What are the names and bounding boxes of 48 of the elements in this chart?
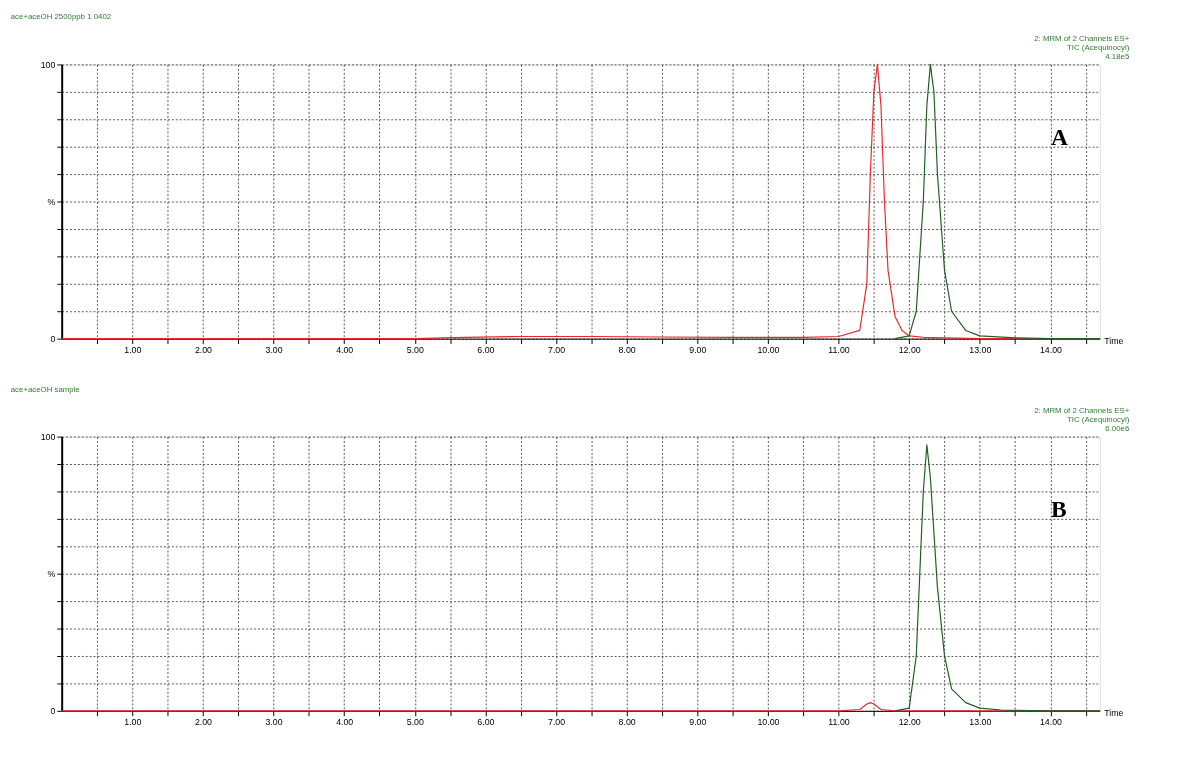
y-tick-label: 100 [40, 59, 56, 70]
line-series [894, 63, 1101, 340]
text: 2: MRM of 2 Channels ES+ [1034, 406, 1130, 416]
text: TIC (Acequinocyl) [1067, 414, 1130, 424]
x-tick-label: 10.00 [757, 717, 780, 728]
x-tick-label: 1.00 [124, 717, 142, 728]
x-tick-label: 13.00 [969, 344, 992, 355]
x-tick-label: 10.00 [757, 344, 780, 355]
x-tick-label: 9.00 [689, 344, 707, 355]
line-series [894, 444, 1101, 712]
y-tick-label: % [47, 569, 56, 580]
x-tick-label: 1.00 [124, 344, 142, 355]
x-axis-title: Time [1104, 708, 1124, 719]
x-tick-label: 9.00 [689, 717, 707, 728]
annotation: B [1050, 496, 1067, 523]
x-tick-label: 3.00 [265, 344, 283, 355]
x-tick-label: 14.00 [1039, 717, 1063, 728]
x-tick-label: 3.00 [265, 717, 283, 728]
text: 4.18e5 [1105, 51, 1130, 61]
x-tick-label: 6.00 [477, 717, 495, 728]
y-tick-label: 100 [40, 432, 56, 443]
x-tick-label: 4.00 [336, 717, 354, 728]
x-tick-label: 5.00 [406, 344, 424, 355]
y-tick-label: 0 [50, 334, 56, 345]
x-tick-label: 11.00 [828, 344, 850, 355]
text: 2: MRM of 2 Channels ES+ [1034, 33, 1130, 43]
x-tick-label: 11.00 [828, 717, 850, 728]
x-tick-label: 4.00 [336, 344, 354, 355]
x-tick-label: 7.00 [548, 344, 566, 355]
x-tick-label: 12.00 [898, 717, 921, 728]
x-tick-label: 12.00 [898, 344, 921, 355]
text: 6.00e6 [1105, 423, 1130, 433]
annotation: A [1050, 124, 1068, 151]
x-tick-label: 5.00 [406, 717, 424, 728]
x-tick-label: 14.00 [1039, 344, 1063, 355]
x-axis-title: Time [1104, 336, 1124, 347]
y-tick-label: 0 [50, 706, 56, 717]
chart-title: ace+aceOH 2500ppb 1 0402 [10, 12, 112, 22]
x-tick-label: 2.00 [194, 344, 213, 355]
x-tick-label: 8.00 [618, 717, 636, 728]
chart-title: ace+aceOH sample [10, 384, 80, 394]
x-tick-label: 6.00 [477, 344, 495, 355]
text: TIC (Acequinocyl) [1067, 42, 1130, 52]
x-tick-label: 7.00 [548, 717, 566, 728]
x-tick-label: 2.00 [194, 717, 213, 728]
x-tick-label: 8.00 [618, 344, 636, 355]
x-tick-label: 13.00 [969, 717, 992, 728]
y-tick-label: % [47, 196, 56, 207]
